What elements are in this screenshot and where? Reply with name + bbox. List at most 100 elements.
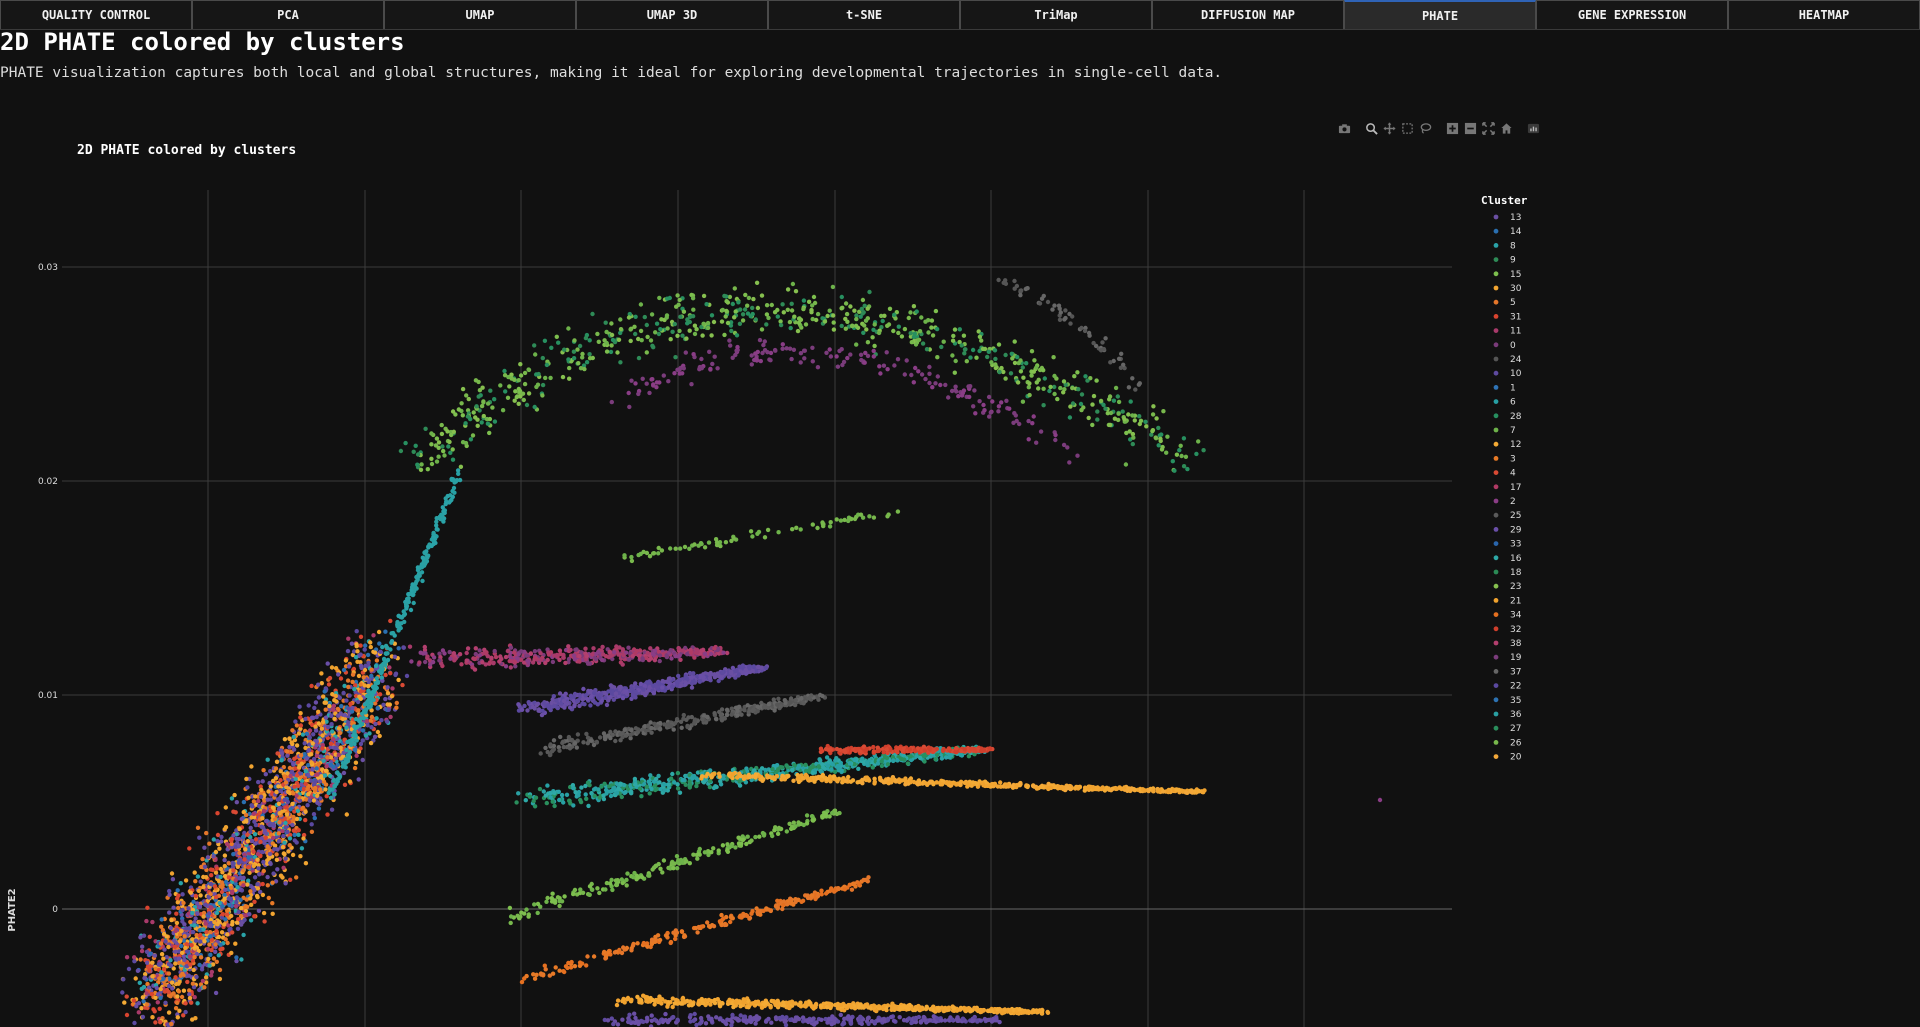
- data-point: [492, 419, 498, 424]
- data-point: [331, 737, 336, 742]
- tab-gene-expression[interactable]: GENE EXPRESSION: [1536, 0, 1728, 29]
- data-point: [651, 345, 656, 350]
- zoom-icon[interactable]: [1364, 121, 1379, 136]
- data-point: [793, 289, 799, 294]
- data-point: [399, 621, 404, 626]
- data-point: [1052, 303, 1057, 308]
- pan-icon[interactable]: [1382, 121, 1397, 136]
- data-point: [348, 701, 353, 707]
- data-point: [176, 956, 182, 961]
- tab-pca[interactable]: PCA: [192, 0, 384, 29]
- data-point: [237, 850, 242, 856]
- data-point: [383, 651, 388, 656]
- data-point: [503, 389, 508, 394]
- data-point: [650, 651, 656, 657]
- data-point: [257, 872, 262, 877]
- data-point: [865, 353, 871, 359]
- page-description: PHATE visualization captures both local …: [0, 65, 1223, 81]
- data-point: [150, 919, 155, 925]
- data-point: [411, 600, 416, 606]
- data-point: [170, 986, 175, 991]
- y-axis-ticks: 0.030.020.010: [38, 263, 58, 915]
- tab-umap-3d[interactable]: UMAP 3D: [576, 0, 768, 29]
- tab-trimap[interactable]: TriMap: [960, 0, 1152, 29]
- tab-diffusion-map[interactable]: DIFFUSION MAP: [1152, 0, 1344, 29]
- camera-icon[interactable]: [1337, 121, 1352, 136]
- data-point: [747, 666, 752, 671]
- data-point: [502, 373, 508, 378]
- phate-scatter-plot[interactable]: 2D PHATE colored by clusters 0.030.020.0…: [0, 100, 1560, 1027]
- data-point: [204, 929, 209, 935]
- data-point: [226, 875, 232, 880]
- data-point: [156, 962, 161, 967]
- data-point: [638, 328, 644, 334]
- data-point: [313, 724, 318, 729]
- data-point: [671, 727, 676, 732]
- data-point: [1041, 403, 1046, 408]
- data-point: [226, 861, 231, 866]
- data-point: [292, 809, 297, 814]
- data-point: [234, 955, 239, 960]
- data-point: [654, 380, 660, 385]
- data-point: [377, 641, 382, 646]
- data-point: [1030, 421, 1035, 426]
- tab-heatmap[interactable]: HEATMAP: [1728, 0, 1920, 29]
- data-point: [338, 745, 343, 750]
- data-point: [282, 797, 287, 802]
- data-point: [968, 355, 973, 360]
- data-point: [281, 833, 286, 839]
- data-point: [261, 910, 267, 916]
- data-point: [1063, 308, 1068, 313]
- data-point: [267, 822, 273, 828]
- data-point: [1116, 356, 1122, 361]
- data-point: [560, 374, 566, 380]
- data-point: [604, 340, 609, 346]
- data-point: [660, 685, 665, 690]
- data-point: [368, 718, 374, 723]
- data-point: [225, 912, 230, 917]
- data-point: [1101, 402, 1106, 408]
- data-point: [587, 352, 592, 357]
- data-point: [336, 752, 341, 758]
- data-point: [1034, 365, 1039, 370]
- tab-umap[interactable]: UMAP: [384, 0, 576, 29]
- data-point: [222, 857, 227, 863]
- data-point: [363, 663, 368, 669]
- data-point: [124, 994, 129, 999]
- data-point: [588, 738, 594, 743]
- lasso-icon[interactable]: [1418, 121, 1433, 136]
- data-point: [141, 933, 147, 938]
- data-point: [248, 918, 254, 923]
- zoom-out-icon[interactable]: [1463, 121, 1478, 136]
- data-point: [243, 908, 249, 914]
- data-point: [304, 731, 310, 736]
- data-point: [236, 836, 242, 842]
- data-point: [1018, 358, 1023, 363]
- tab-quality-control[interactable]: QUALITY CONTROL: [0, 0, 192, 29]
- tab-phate[interactable]: PHATE: [1344, 0, 1536, 29]
- data-point: [450, 447, 455, 452]
- data-point: [266, 789, 271, 794]
- scatter-points[interactable]: [120, 277, 1383, 1027]
- data-point: [971, 404, 976, 409]
- data-point: [689, 685, 695, 690]
- data-point: [1075, 453, 1080, 458]
- data-point: [644, 655, 649, 661]
- data-point: [386, 707, 391, 712]
- zoom-in-icon[interactable]: [1445, 121, 1460, 136]
- data-point: [314, 714, 319, 720]
- reset-axes-icon[interactable]: [1499, 121, 1514, 136]
- data-point: [732, 286, 737, 291]
- data-point: [356, 777, 361, 782]
- autoscale-icon[interactable]: [1481, 121, 1496, 136]
- data-point: [872, 343, 877, 349]
- data-point: [953, 358, 958, 364]
- data-point: [1126, 385, 1132, 390]
- data-point: [420, 578, 425, 584]
- box-select-icon[interactable]: [1400, 121, 1415, 136]
- plotly-logo-icon[interactable]: [1526, 121, 1541, 136]
- tab-t-sne[interactable]: t-SNE: [768, 0, 960, 29]
- data-point: [143, 972, 148, 977]
- data-point: [599, 657, 605, 663]
- data-point: [318, 754, 324, 759]
